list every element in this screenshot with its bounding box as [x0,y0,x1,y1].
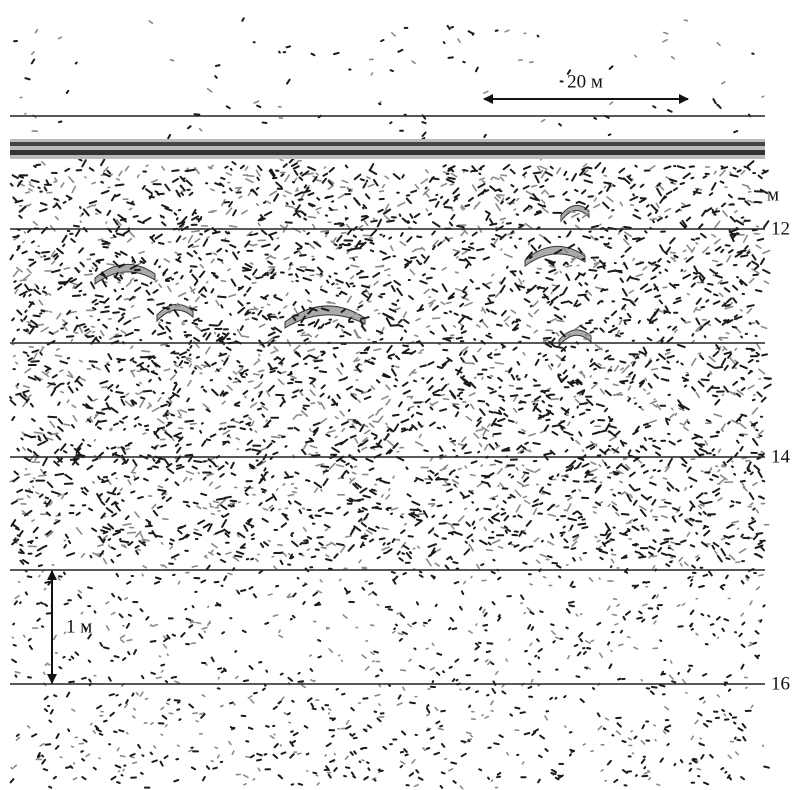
depth-label: 16 [771,673,790,694]
depth-unit: м [767,184,779,205]
surface-band [10,150,765,155]
speckle [9,17,772,789]
depth-lines [10,115,765,685]
scale-label: 20 м [567,71,603,92]
speckle [524,245,586,267]
depth-label: 14 [771,446,791,467]
depth-label: 12 [771,218,790,239]
speckle [560,204,590,223]
surface-band [10,142,765,146]
speckle-field [9,17,772,790]
depth-scale-label: 1 м [66,616,92,637]
speckle [9,19,771,790]
